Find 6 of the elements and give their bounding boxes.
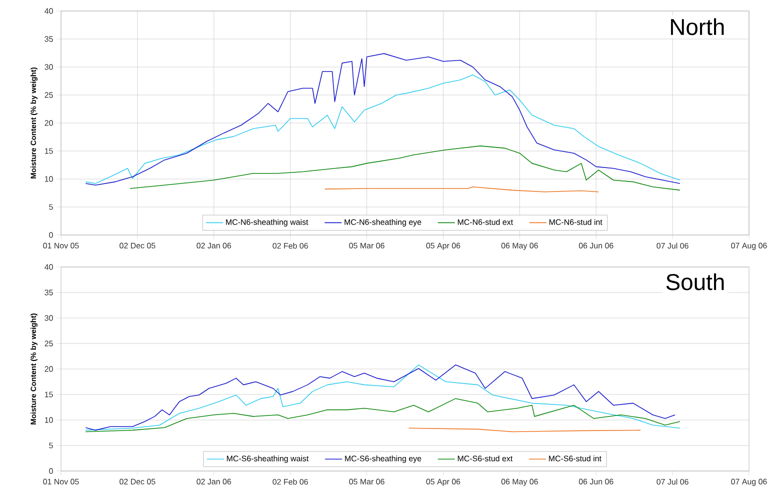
line-series bbox=[130, 146, 680, 191]
chart-title: North bbox=[671, 18, 724, 36]
chart-title: South bbox=[666, 273, 724, 290]
line-series bbox=[85, 398, 680, 432]
line-series bbox=[85, 53, 680, 186]
line-series bbox=[85, 74, 680, 184]
